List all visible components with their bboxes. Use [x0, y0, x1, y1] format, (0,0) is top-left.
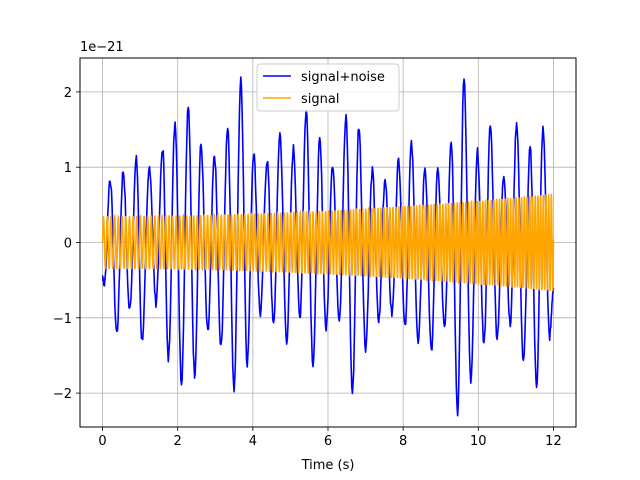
y-tick-label: −1	[53, 312, 72, 327]
y-offset-text: 1e−21	[80, 40, 124, 55]
legend-label: signal	[301, 92, 339, 107]
y-tick-label: −2	[53, 387, 72, 402]
x-tick-label: 10	[470, 434, 487, 449]
x-tick-label: 4	[249, 434, 257, 449]
x-axis-label: Time (s)	[301, 458, 355, 473]
series-signal-noise-line	[101, 76, 555, 417]
y-tick-label: 1	[64, 161, 72, 176]
legend-label: signal+noise	[301, 70, 385, 85]
y-tick-label: 0	[64, 237, 72, 252]
plot-area	[101, 76, 555, 417]
x-tick-label: 2	[174, 434, 182, 449]
x-tick-label: 12	[545, 434, 562, 449]
x-tick-label: 0	[98, 434, 106, 449]
legend: signal+noise signal	[256, 63, 400, 112]
series-signal-line	[101, 193, 555, 292]
x-tick-label: 8	[399, 434, 407, 449]
y-tick-label: 2	[64, 86, 72, 101]
legend-box	[256, 63, 400, 112]
x-tick-label: 6	[324, 434, 332, 449]
